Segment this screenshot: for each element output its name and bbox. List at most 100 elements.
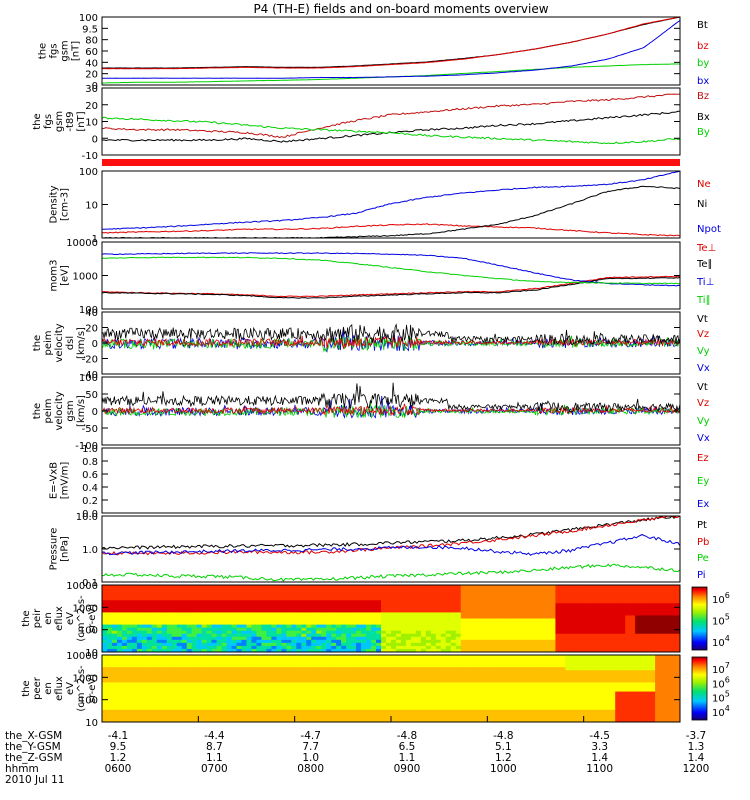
spectrogram-cell [420,609,427,614]
spectrogram-cell [495,664,502,668]
spectrogram-cell [395,679,402,684]
spectrogram-cell [575,630,581,635]
spectrogram-cell [455,658,462,662]
spectrogram-cell [291,715,297,720]
spectrogram-cell [276,697,282,702]
spectrogram-cell [555,648,562,652]
spectrogram-cell [550,700,557,705]
spectrogram-cell [176,606,183,610]
spectrogram-cell [176,703,183,708]
spectrogram-cell [221,603,228,607]
spectrogram-cell [316,621,322,626]
spectrogram-cell [371,615,377,620]
spectrogram-cell [550,664,557,668]
spectrogram-cell [106,715,113,720]
spectrogram-cell [610,624,616,629]
spectrogram-cell [410,688,417,693]
spectrogram-cell [196,655,203,659]
spectrogram-cell [166,618,173,623]
spectrogram-cell [321,694,327,699]
spectrogram-cell [575,618,581,623]
spectrogram-cell [391,600,397,604]
spectrogram-cell [341,667,347,671]
spectrogram-cell [405,706,412,711]
spectrogram-cell [460,594,467,598]
spectrogram-cell [336,627,342,632]
spectrogram-cell [675,588,680,592]
legend-entry: Ey [697,476,709,487]
spectrogram-cell [535,627,542,632]
spectrogram-cell [351,688,357,693]
spectrogram-cell [475,606,482,610]
spectrogram-cell [276,630,282,635]
spectrogram-cell [665,621,671,626]
spectrogram-cell [555,664,562,668]
spectrogram-cell [116,712,123,717]
spectrogram-cell [515,603,522,607]
spectrogram-cell [535,685,542,690]
spectrogram-cell [131,715,138,720]
spectrogram-cell [291,700,297,705]
spectrogram-cell [326,642,332,647]
spectrogram-cell [311,679,317,684]
spectrogram-cell [206,688,213,693]
spectrogram-cell [610,627,616,632]
spectrogram-cell [515,682,522,687]
spectrogram-cell [391,694,397,699]
spectrogram-cell [161,609,168,614]
spectrogram-cell [560,594,566,598]
spectrogram-cell [281,606,287,610]
spectrogram-cell [395,703,402,708]
spectrogram-cell [276,624,282,629]
spectrogram-cell [211,715,218,720]
spectrogram-cell [530,621,537,626]
spectrogram-cell [425,612,432,617]
spectrogram-cell [465,667,472,671]
spectrogram-cell [116,606,123,610]
spectrogram-cell [505,606,512,610]
spectrogram-cell [281,691,287,696]
spectrogram-cell [655,618,661,623]
spectrogram-cell [575,688,581,693]
spectrogram-cell [316,715,322,720]
spectrogram-cell [356,624,362,629]
spectrogram-cell [480,691,487,696]
series-group [102,382,680,419]
spectrogram-cell [405,718,412,722]
spectrogram-cell [276,627,282,632]
spectrogram-cell [146,700,153,705]
spectrogram-cell [480,633,487,638]
spectrogram-cell [376,664,382,668]
spectrogram-cell [391,642,397,647]
spectrogram-cell [371,700,377,705]
spectrogram-cell [211,661,218,665]
spectrogram-cell [256,648,263,652]
spectrogram-cell [102,667,108,671]
spectrogram-cell [510,718,517,722]
spectrogram-cell [241,685,248,690]
spectrogram-cell [301,658,307,662]
spectrogram-cell [570,642,576,647]
spectrogram-cell [645,600,651,604]
spectrogram-cell [540,588,547,592]
spectrogram-cell [191,679,198,684]
spectrogram-cell [236,597,243,601]
spectrogram-cell [505,685,512,690]
spectrogram-cell [356,648,362,652]
y-axis-label: [mV/m] [60,462,71,500]
spectrogram-cell [301,639,307,644]
spectrogram-cell [425,670,432,674]
spectrogram-cell [560,664,566,668]
spectrogram-cell [460,697,467,702]
spectrogram-cell [580,645,586,650]
spectrogram-cell [655,603,661,607]
spectrogram-cell [256,703,263,708]
spectrogram-cell [246,633,253,638]
spectrogram-cell [395,688,402,693]
colorbar-tick: 105 [712,613,730,628]
spectrogram-cell [505,712,512,717]
spectrogram-cell [470,676,477,680]
spectrogram-cell [341,615,347,620]
spectrogram-cell [465,661,472,665]
spectrogram-cell [291,648,297,652]
